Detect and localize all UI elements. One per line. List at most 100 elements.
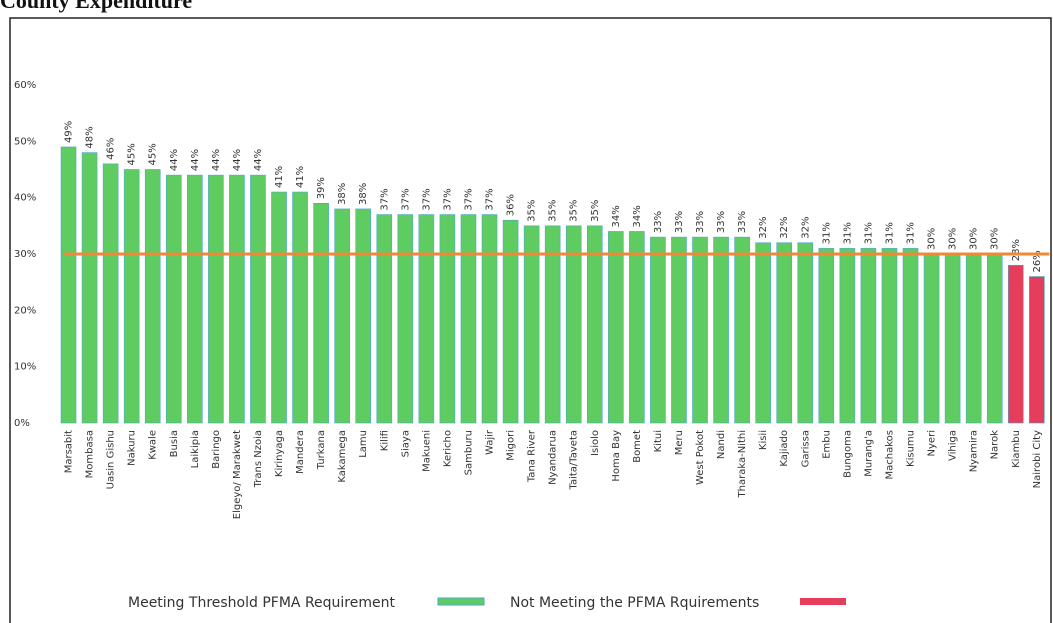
- value-label: 32%: [800, 216, 811, 238]
- bar: [81, 152, 98, 424]
- value-label: 45%: [148, 143, 159, 165]
- value-label: 32%: [779, 216, 790, 238]
- y-tick-label: 0%: [14, 418, 30, 429]
- value-label: 45%: [127, 143, 138, 165]
- x-tick-label: Wajir: [485, 429, 496, 455]
- x-tick-label: Garissa: [800, 430, 811, 467]
- value-label: 38%: [358, 183, 369, 205]
- value-label: 31%: [842, 222, 853, 244]
- value-label: 44%: [169, 149, 180, 171]
- x-tick-label: Tharaka-Nithi: [737, 430, 748, 498]
- bar: [923, 253, 940, 424]
- value-label: 30%: [927, 228, 938, 250]
- bar: [144, 169, 161, 424]
- bar: [797, 242, 814, 424]
- bar: [755, 242, 771, 424]
- value-label: 30%: [948, 228, 959, 250]
- value-label: 37%: [485, 188, 496, 210]
- x-tick-label: Kwale: [148, 430, 159, 460]
- value-label: 28%: [1011, 239, 1022, 261]
- value-label: 35%: [548, 200, 559, 222]
- x-tick-label: Bomet: [632, 430, 643, 463]
- bar: [944, 253, 961, 424]
- bar: [671, 236, 687, 424]
- x-tick-label: Murang'a: [863, 430, 874, 477]
- x-tick-label: Laikipia: [190, 430, 201, 468]
- value-label: 32%: [758, 216, 769, 238]
- x-tick-label: Mombasa: [85, 430, 96, 478]
- y-tick-label: 60%: [14, 80, 36, 91]
- bar: [187, 174, 203, 424]
- x-tick-label: Tana River: [527, 429, 538, 483]
- x-tick-label: Makueni: [421, 430, 432, 472]
- x-tick-label: Kisii: [758, 430, 769, 450]
- value-label: 36%: [506, 194, 517, 216]
- x-tick-label: Nandi: [716, 430, 727, 459]
- bar: [565, 225, 582, 424]
- bar: [439, 214, 456, 424]
- value-label: 37%: [421, 188, 432, 210]
- value-label: 35%: [590, 200, 601, 222]
- bar: [881, 248, 898, 424]
- value-label: 31%: [821, 222, 832, 244]
- y-tick-label: 10%: [14, 362, 36, 373]
- y-tick-label: 30%: [14, 249, 36, 260]
- value-label: 30%: [990, 228, 1001, 250]
- bar: [165, 174, 182, 424]
- bar: [123, 169, 140, 424]
- value-label: 39%: [316, 177, 327, 199]
- legend-label: Meeting Threshold PFMA Requirement: [128, 595, 395, 611]
- value-label: 48%: [85, 126, 96, 148]
- bar: [523, 225, 540, 424]
- x-tick-label: Taita/Taveta: [569, 430, 580, 490]
- x-tick-label: Kajiado: [779, 430, 790, 467]
- bar: [229, 174, 245, 424]
- bar: [208, 174, 224, 424]
- x-tick-label: Nyandarua: [548, 430, 559, 485]
- x-tick-label: Kakamega: [337, 430, 348, 483]
- bar: [650, 236, 666, 424]
- x-tick-label: Lamu: [358, 430, 369, 458]
- x-tick-label: Trans Nzoia: [253, 430, 264, 488]
- bar: [692, 236, 708, 424]
- bar: [418, 214, 435, 424]
- value-label: 26%: [1032, 250, 1043, 272]
- bar: [734, 236, 750, 424]
- value-label: 41%: [295, 166, 306, 188]
- value-label: 35%: [527, 200, 538, 222]
- value-label: 35%: [569, 200, 580, 222]
- bar: [334, 208, 350, 424]
- bar: [397, 214, 414, 424]
- x-tick-label: Nakuru: [127, 430, 138, 466]
- value-label: 33%: [737, 211, 748, 233]
- x-tick-label: Meru: [674, 430, 685, 455]
- bar: [776, 242, 793, 424]
- x-tick-label: Busia: [169, 430, 180, 457]
- x-tick-label: Marsabit: [64, 430, 75, 473]
- bar: [292, 191, 308, 424]
- x-tick-label: Nairobi City: [1032, 430, 1043, 488]
- x-tick-label: Elgeyo/ Marakwet: [232, 430, 243, 519]
- bar: [965, 253, 982, 424]
- bar: [586, 225, 603, 424]
- x-tick-label: Mandera: [295, 430, 306, 474]
- x-tick-label: Vihiga: [948, 430, 959, 461]
- bar: [502, 219, 519, 424]
- value-label: 31%: [884, 222, 895, 244]
- x-tick-label: Kirinyaga: [274, 430, 285, 477]
- y-tick-label: 20%: [14, 305, 36, 316]
- x-tick-label: Kilifi: [379, 430, 390, 451]
- x-tick-label: Migori: [506, 430, 517, 461]
- value-label: 38%: [337, 183, 348, 205]
- value-label: 44%: [211, 149, 222, 171]
- x-tick-label: Nyeri: [927, 430, 938, 456]
- x-tick-label: Nyamira: [969, 430, 980, 472]
- value-label: 33%: [695, 211, 706, 233]
- value-label: 37%: [463, 188, 474, 210]
- x-tick-label: Machakos: [884, 430, 895, 479]
- bar: [860, 248, 877, 424]
- bar: [460, 214, 477, 424]
- bar: [629, 231, 645, 424]
- x-tick-label: Homa Bay: [611, 430, 622, 482]
